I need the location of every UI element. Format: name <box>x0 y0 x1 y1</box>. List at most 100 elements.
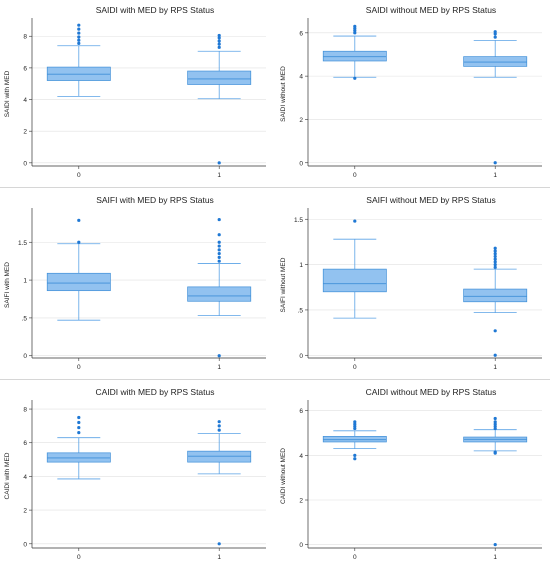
x-tick-label: 1 <box>493 554 497 561</box>
outlier-point <box>493 543 497 547</box>
outlier-point <box>493 260 497 264</box>
y-tick-label: 4 <box>23 474 27 481</box>
outlier-point <box>217 354 221 358</box>
outlier-point <box>217 424 221 428</box>
chart-title: SAIDI without MED by RPS Status <box>366 5 496 15</box>
outlier-point <box>77 240 81 244</box>
x-tick-label: 1 <box>493 364 497 371</box>
y-tick-label: 8 <box>23 407 27 414</box>
boxplot-group-0 <box>322 219 387 319</box>
iqr-box <box>463 56 528 67</box>
outlier-point <box>217 252 221 256</box>
outlier-point <box>217 42 221 46</box>
chart-title: SAIFI with MED by RPS Status <box>96 195 214 205</box>
chart-title: CAIDI without MED by RPS Status <box>366 387 497 397</box>
outlier-point <box>493 35 497 39</box>
y-tick-label: .5 <box>298 307 304 314</box>
x-tick-label: 1 <box>217 172 221 179</box>
y-tick-label: .5 <box>22 315 28 322</box>
iqr-box <box>463 288 528 303</box>
chart-svg: CAIDI without MED by RPS Status CAIDI wit… <box>280 387 542 561</box>
outlier-point <box>217 542 221 546</box>
outlier-point <box>493 249 497 253</box>
y-tick-label: 4 <box>299 74 303 81</box>
outlier-point <box>493 353 497 357</box>
iqr-box <box>187 70 252 85</box>
outlier-point <box>493 426 497 431</box>
outlier-point <box>493 257 497 261</box>
outlier-point <box>493 262 497 267</box>
x-tick-label: 0 <box>353 172 357 179</box>
outlier-point <box>77 218 81 222</box>
chart-svg: SAIDI with MED by RPS Status SAIDI with M… <box>4 5 266 179</box>
x-tick-label: 0 <box>77 364 81 371</box>
outlier-point <box>77 27 81 31</box>
boxplot-group-0 <box>322 420 387 461</box>
outlier-point <box>217 39 221 43</box>
iqr-box <box>322 436 387 443</box>
x-tick-label: 1 <box>217 554 221 561</box>
x-tick-label: 0 <box>77 172 81 179</box>
y-tick-label: 0 <box>23 353 27 360</box>
outlier-point <box>217 33 221 38</box>
outlier-point <box>77 420 81 425</box>
chart-panel-caidi-with-med: CAIDI with MED by RPS Status CAIDI with M… <box>0 382 274 568</box>
y-tick-label: 2 <box>23 508 27 515</box>
y-tick-label: 0 <box>23 541 27 548</box>
boxplot-group-1 <box>187 217 252 358</box>
outlier-point <box>353 424 357 428</box>
y-axis-label: SAIDI without MED <box>280 66 287 122</box>
x-tick-label: 1 <box>493 172 497 179</box>
x-tick-label: 1 <box>217 364 221 371</box>
chart-svg: SAIDI without MED by RPS Status SAIDI wit… <box>280 5 542 179</box>
y-tick-label: 6 <box>299 30 303 37</box>
chart-svg: SAIFI without MED by RPS Status SAIFI wit… <box>280 195 542 371</box>
outlier-point <box>77 425 81 430</box>
outlier-point <box>493 450 497 454</box>
y-axis-label: CAIDI with MED <box>4 452 11 499</box>
outlier-point <box>77 31 81 35</box>
outlier-point <box>217 240 221 244</box>
y-tick-label: 0 <box>23 160 27 167</box>
iqr-box <box>187 286 252 302</box>
y-tick-label: 1.5 <box>294 217 303 224</box>
outlier-point <box>493 424 497 428</box>
boxplot-group-0 <box>46 23 111 97</box>
outlier-point <box>77 23 81 27</box>
y-axis-label: SAIDI with MED <box>4 70 11 117</box>
outlier-point <box>217 259 221 263</box>
outlier-point <box>217 244 221 248</box>
outlier-point <box>493 254 497 259</box>
chart-title: CAIDI with MED by RPS Status <box>95 387 214 397</box>
y-tick-label: 4 <box>23 97 27 104</box>
outlier-point <box>493 420 497 424</box>
outlier-point <box>217 248 221 252</box>
chart-panel-caidi-without-med: CAIDI without MED by RPS Status CAIDI wit… <box>276 382 550 568</box>
y-axis-label: SAIFI without MED <box>280 257 287 312</box>
x-tick-label: 0 <box>353 364 357 371</box>
outlier-point <box>77 38 81 42</box>
outlier-point <box>353 24 357 28</box>
boxplot-group-0 <box>46 218 111 321</box>
outlier-point <box>77 431 81 435</box>
y-tick-label: 8 <box>23 34 27 41</box>
y-tick-label: 0 <box>299 542 303 549</box>
row-divider <box>0 379 550 380</box>
y-tick-label: 0 <box>299 160 303 167</box>
y-tick-label: 6 <box>23 65 27 72</box>
outlier-point <box>353 420 357 424</box>
y-tick-label: 1.5 <box>18 240 27 247</box>
chart-title: SAIDI with MED by RPS Status <box>96 5 215 15</box>
chart-panel-saifi-without-med: SAIFI without MED by RPS Status SAIFI wit… <box>276 190 550 378</box>
boxplot-group-1 <box>463 416 528 547</box>
outlier-point <box>353 457 357 461</box>
outlier-point <box>77 415 81 420</box>
y-tick-label: 6 <box>299 408 303 415</box>
outlier-point <box>217 36 221 40</box>
row-divider <box>0 187 550 188</box>
outlier-point <box>77 41 81 45</box>
y-tick-label: 2 <box>299 498 303 505</box>
outlier-point <box>353 426 357 431</box>
chart-svg: CAIDI with MED by RPS Status CAIDI with M… <box>4 387 266 561</box>
outlier-point <box>493 246 497 250</box>
